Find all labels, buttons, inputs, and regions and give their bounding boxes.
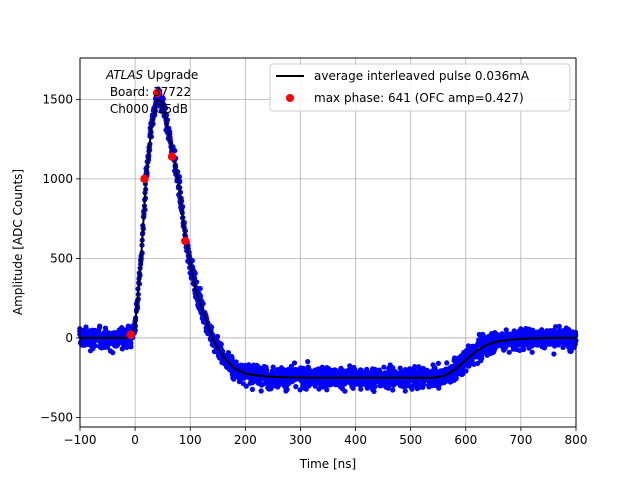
scatter-point xyxy=(390,387,396,393)
x-tick-label: 100 xyxy=(179,433,202,447)
scatter-point xyxy=(258,388,264,394)
scatter-point xyxy=(324,387,330,393)
scatter-point xyxy=(529,349,535,355)
average-pulse-line xyxy=(80,97,576,379)
axes-frame xyxy=(79,57,577,428)
scatter-point xyxy=(110,350,116,356)
max-phase-marker xyxy=(140,174,149,184)
y-tick-label: 500 xyxy=(50,251,73,265)
scatter-point xyxy=(243,383,249,389)
y-tick-label: 1500 xyxy=(42,92,73,106)
max-phase-marker xyxy=(181,236,190,246)
y-tick-label: −500 xyxy=(40,410,73,424)
scatter-point xyxy=(412,364,418,370)
scatter-point xyxy=(460,371,466,377)
x-tick-label: 0 xyxy=(131,433,139,447)
scatter-point xyxy=(197,285,203,292)
scatter-point xyxy=(463,368,469,374)
scatter-point xyxy=(444,360,450,366)
max-phase-marker xyxy=(167,152,177,161)
average-pulse-series xyxy=(80,97,576,379)
scatter-point xyxy=(347,363,353,369)
scatter-point xyxy=(291,360,298,366)
legend: average interleaved pulse 0.036mA max ph… xyxy=(269,63,571,112)
scatter-point xyxy=(521,346,527,353)
scatter-point xyxy=(372,384,378,390)
scatter-point xyxy=(506,349,512,355)
scatter-point xyxy=(409,386,415,392)
scatter-point xyxy=(83,324,89,330)
scatter-point xyxy=(402,388,408,394)
x-tick-label: 700 xyxy=(509,433,532,447)
legend-frame xyxy=(269,63,571,112)
y-tick-label: 0 xyxy=(65,331,73,345)
x-tick-label: 600 xyxy=(454,433,477,447)
scatter-point xyxy=(342,388,348,394)
legend-entry-max-phase: max phase: 641 (OFC amp=0.427) xyxy=(314,91,524,105)
scatter-point xyxy=(97,324,103,330)
annotation-line-2: Board: 37722 xyxy=(106,85,191,99)
scatter-point xyxy=(381,364,387,370)
scatter-point xyxy=(518,326,524,332)
scatter-point xyxy=(517,347,523,353)
scatter-point xyxy=(313,380,319,386)
annotation-atlas-italic: ATLAS xyxy=(105,68,144,82)
legend-marker-swatch xyxy=(286,94,294,102)
scatter-point xyxy=(218,341,224,347)
scatter-point xyxy=(421,381,427,388)
scatter-point xyxy=(453,375,459,381)
scatter-point xyxy=(209,324,215,330)
y-axis-ticks: −500 0 500 1000 1500 xyxy=(40,92,80,424)
scatter-point xyxy=(435,360,441,366)
x-tick-label: 300 xyxy=(289,433,312,447)
scatter-point xyxy=(371,388,377,394)
legend-entry-average: average interleaved pulse 0.036mA xyxy=(314,69,530,83)
scatter-point xyxy=(160,96,166,103)
y-tick-label: 1000 xyxy=(42,172,73,186)
x-tick-label: 200 xyxy=(234,433,257,447)
scatter-point xyxy=(293,384,299,390)
annotation-upgrade: Upgrade xyxy=(143,68,198,82)
scatter-point xyxy=(92,343,98,349)
scatter-point xyxy=(263,367,270,374)
scatter-point xyxy=(288,363,294,369)
scatter-point xyxy=(225,350,231,356)
scatter-point xyxy=(284,386,290,393)
x-tick-label: 800 xyxy=(565,433,588,447)
annotation-line-1: ATLAS Upgrade xyxy=(105,68,198,82)
y-axis-label: Amplitude [ADC Counts] xyxy=(11,169,25,315)
scatter-point xyxy=(270,364,276,370)
max-phase-series xyxy=(126,88,190,339)
max-phase-marker xyxy=(126,330,135,339)
scatter-point xyxy=(305,359,311,365)
scatter-point xyxy=(479,355,485,361)
scatter-point xyxy=(197,293,204,299)
x-axis-ticks: −100 0 100 200 300 400 500 600 700 800 xyxy=(64,427,588,447)
scatter-point xyxy=(556,323,562,329)
x-axis-label: Time [ns] xyxy=(299,457,356,471)
scatter-point xyxy=(551,351,557,357)
x-tick-label: −100 xyxy=(64,433,97,447)
scatter-point xyxy=(376,367,382,373)
max-phase-marker xyxy=(152,88,162,98)
scatter-point xyxy=(249,386,255,392)
annotation-line-3: Ch000 -15dB xyxy=(106,102,188,116)
x-tick-label: 400 xyxy=(344,433,367,447)
scatter-point xyxy=(350,385,356,391)
scatter-point xyxy=(214,333,221,340)
x-tick-label: 500 xyxy=(399,433,422,447)
scatter-point xyxy=(233,359,239,365)
scatter-point xyxy=(432,367,438,373)
scatter-point xyxy=(128,340,134,346)
scatter-point xyxy=(268,386,274,392)
atlas-annotation: ATLAS Upgrade Board: 37722 Ch000 -15dB xyxy=(105,68,198,116)
scatter-point xyxy=(192,270,198,277)
